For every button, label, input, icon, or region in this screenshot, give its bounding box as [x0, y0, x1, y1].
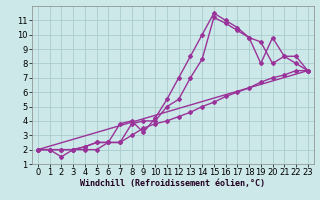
X-axis label: Windchill (Refroidissement éolien,°C): Windchill (Refroidissement éolien,°C) — [80, 179, 265, 188]
